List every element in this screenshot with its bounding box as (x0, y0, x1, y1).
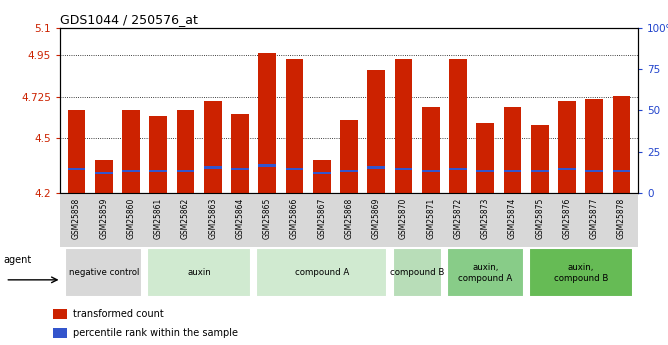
Bar (476, 170, 494, 172)
Bar (150, 170, 167, 172)
Bar (422, 107, 440, 193)
Bar (585, 99, 603, 193)
Text: GSM25876: GSM25876 (562, 197, 572, 239)
Text: GSM25872: GSM25872 (454, 197, 462, 239)
Text: GSM25871: GSM25871 (426, 197, 436, 239)
Text: GSM25869: GSM25869 (372, 197, 381, 239)
Bar (585, 170, 603, 172)
Bar (340, 170, 358, 172)
Bar (531, 170, 548, 172)
Text: auxin: auxin (187, 268, 211, 277)
Bar (67, 168, 86, 170)
Bar (422, 170, 440, 172)
Text: GSM25868: GSM25868 (345, 197, 353, 239)
Bar (231, 168, 249, 170)
Bar (613, 96, 631, 193)
Bar (176, 170, 194, 172)
Bar (259, 165, 276, 167)
Bar (231, 114, 249, 193)
Text: auxin,
compound A: auxin, compound A (458, 263, 512, 283)
Text: GSM25864: GSM25864 (236, 197, 244, 239)
Bar (147, 248, 251, 297)
Text: GSM25858: GSM25858 (72, 197, 81, 239)
Bar (204, 101, 222, 193)
Text: GSM25870: GSM25870 (399, 197, 408, 239)
Text: compound B: compound B (390, 268, 444, 277)
Text: agent: agent (3, 255, 31, 265)
Bar (65, 248, 142, 297)
Text: GSM25874: GSM25874 (508, 197, 517, 239)
Bar (67, 110, 86, 193)
Bar (393, 248, 442, 297)
Text: GSM25877: GSM25877 (590, 197, 599, 239)
Text: GSM25866: GSM25866 (290, 197, 299, 239)
Text: GSM25878: GSM25878 (617, 197, 626, 239)
Text: GSM25863: GSM25863 (208, 197, 217, 239)
Text: GDS1044 / 250576_at: GDS1044 / 250576_at (60, 13, 198, 27)
Bar (176, 110, 194, 193)
Bar (122, 170, 140, 172)
Bar (367, 70, 385, 193)
Bar (122, 110, 140, 193)
Bar (95, 172, 113, 174)
Text: negative control: negative control (69, 268, 139, 277)
Text: transformed count: transformed count (73, 308, 164, 318)
Bar (53, 328, 67, 337)
Bar (395, 168, 412, 170)
Bar (53, 309, 67, 318)
Bar (531, 125, 548, 193)
Text: GSM25859: GSM25859 (100, 197, 108, 239)
Text: auxin,
compound B: auxin, compound B (554, 263, 608, 283)
Bar (449, 59, 467, 193)
Bar (150, 116, 167, 193)
Text: GSM25875: GSM25875 (535, 197, 544, 239)
Bar (613, 170, 631, 172)
Bar (558, 101, 576, 193)
Text: GSM25862: GSM25862 (181, 197, 190, 239)
Bar (313, 172, 331, 174)
Bar (257, 248, 387, 297)
Bar (449, 168, 467, 170)
Text: compound A: compound A (295, 268, 349, 277)
Bar (286, 59, 303, 193)
Bar (340, 120, 358, 193)
Bar (95, 160, 113, 193)
Bar (313, 160, 331, 193)
Bar (286, 168, 303, 170)
Text: GSM25873: GSM25873 (481, 197, 490, 239)
Text: GSM25860: GSM25860 (126, 197, 136, 239)
Bar (204, 166, 222, 169)
Text: GSM25861: GSM25861 (154, 197, 163, 239)
Bar (447, 248, 524, 297)
Bar (504, 170, 522, 172)
Bar (395, 59, 412, 193)
Text: GSM25867: GSM25867 (317, 197, 326, 239)
Bar (476, 123, 494, 193)
Bar (259, 53, 276, 193)
Bar (529, 248, 633, 297)
Bar (558, 168, 576, 170)
Bar (367, 166, 385, 169)
Text: GSM25865: GSM25865 (263, 197, 272, 239)
Text: percentile rank within the sample: percentile rank within the sample (73, 328, 238, 338)
Bar (504, 107, 522, 193)
